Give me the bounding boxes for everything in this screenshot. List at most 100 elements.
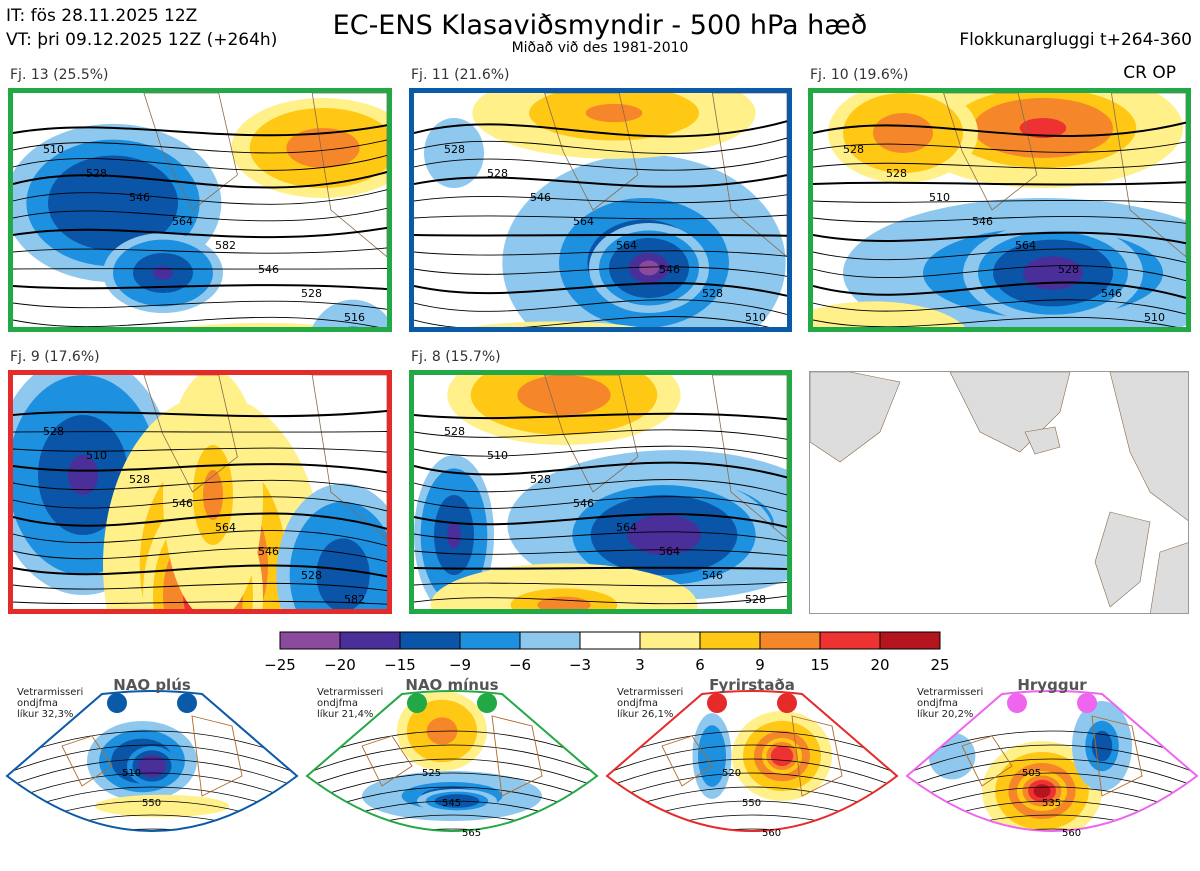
cluster-map: 528 510 528 546 564 546 528 582: [13, 375, 387, 609]
cluster-map: 528 528 546 564 564 546 528 510: [414, 93, 787, 327]
regime-anomaly: [1018, 851, 1041, 862]
classification-window: Flokkunargluggi t+264-360: [959, 30, 1192, 50]
regime-contour: [907, 744, 1197, 776]
height-contour: [414, 549, 787, 556]
contour-label: 510: [1144, 311, 1165, 324]
colorbar-bin: [699, 631, 761, 650]
regime-contour: [907, 814, 1197, 831]
height-contour: [414, 531, 787, 543]
regime-contour: [7, 744, 297, 776]
height-contour: [13, 316, 379, 327]
regime-description: Vetrarmisseri ondjfma líkur 20,2%: [917, 687, 984, 720]
colorbar-tick: 20: [870, 656, 889, 674]
colorbar-bin: [879, 631, 941, 650]
height-contour: [13, 582, 387, 592]
regime-contour: [607, 828, 897, 831]
valid-time: VT: þri 09.12.2025 12Z (+264h): [6, 30, 278, 50]
contour-label: 546: [258, 263, 279, 276]
contour-label: 510: [745, 311, 766, 324]
anomaly-shade: [326, 313, 380, 327]
regime-dot: [1077, 693, 1097, 713]
height-contour: [13, 479, 387, 493]
coastline: [143, 375, 238, 493]
anomaly-shade: [888, 123, 918, 143]
height-contour: [813, 299, 1186, 315]
regime-contour-label: 505: [1022, 768, 1041, 779]
regime-contour: [2, 843, 302, 871]
height-contour: [13, 139, 387, 154]
cluster-label: Fj. 9 (17.6%): [10, 349, 100, 365]
regime-contour: [307, 814, 597, 831]
height-contour: [414, 266, 787, 277]
height-contour: [13, 409, 387, 418]
anomaly-shade: [470, 321, 638, 327]
anomaly-shade: [1038, 264, 1068, 282]
colorbar-tick: 9: [755, 656, 765, 674]
regime-border: [905, 690, 1199, 832]
height-contour: [13, 207, 387, 222]
height-contour: [414, 214, 787, 220]
contour-label: 528: [43, 425, 64, 438]
colorbar-bin: [819, 631, 881, 650]
colorbar-tick: −20: [324, 656, 356, 674]
height-contour: [13, 300, 387, 310]
height-contour: [13, 431, 387, 433]
regime-contour: [7, 758, 297, 790]
colorbar-tick: −6: [509, 656, 531, 674]
regime-map: 510 550: [2, 690, 302, 871]
height-contour: [414, 137, 787, 154]
anomaly-shade: [639, 260, 659, 276]
regime-border: [605, 690, 899, 832]
regime-contour: [307, 758, 597, 790]
cluster-map-panel: 528 528 510 546 564 528 546 510: [808, 88, 1191, 332]
regime-anomaly: [941, 745, 963, 767]
regime-contour-label: 550: [142, 798, 161, 809]
coastline: [711, 93, 787, 258]
regime-anomaly: [1022, 852, 1039, 860]
contour-label: 516: [344, 311, 365, 324]
height-contour: [13, 447, 387, 453]
regime-contour: [907, 828, 1197, 831]
colorbar-bin: [639, 631, 701, 650]
contour-label: 546: [129, 191, 150, 204]
coastline: [143, 93, 238, 211]
height-contour: [13, 226, 387, 239]
height-contour: [13, 124, 387, 137]
contour-label: 528: [745, 593, 766, 606]
height-contour: [813, 181, 1186, 186]
cluster-label: Fj. 13 (25.5%): [10, 67, 109, 83]
anomaly-shade: [329, 556, 357, 594]
regime-map: 525 545 565: [305, 690, 599, 839]
contour-label: 510: [43, 143, 64, 156]
contour-label: 564: [573, 215, 594, 228]
contour-label: 546: [258, 545, 279, 558]
regime-coastline: [61, 715, 243, 797]
regime-anomaly: [1025, 854, 1035, 859]
height-contour: [414, 461, 787, 479]
regime-dot: [107, 693, 127, 713]
regime-description: Vetrarmisseri ondjfma líkur 32,3%: [17, 687, 84, 720]
regime-description: Vetrarmisseri ondjfma líkur 26,1%: [617, 687, 684, 720]
contour-label: 546: [659, 263, 680, 276]
colorbar-tick: −3: [569, 656, 591, 674]
regime-anomaly: [703, 737, 721, 775]
contour-label: 528: [530, 473, 551, 486]
height-contour: [813, 281, 1186, 299]
colorbar-tick: 3: [635, 656, 645, 674]
contour-label: 528: [301, 569, 322, 582]
contour-label: 564: [215, 521, 236, 534]
coastline: [311, 375, 387, 540]
height-contour: [813, 316, 1177, 327]
cluster-map-panel: 528 510 528 546 564 546 528 582: [8, 370, 392, 614]
contour-label: 510: [929, 191, 950, 204]
regime-contour-label: 525: [422, 768, 441, 779]
height-contour: [414, 282, 787, 297]
colorbar: −25 −20 −15 −9 −6 −3 3 6 9 15 20 25: [264, 631, 950, 674]
colorbar-bin: [579, 631, 641, 650]
regime-contour-label: 560: [1062, 828, 1081, 839]
contour-label: 582: [344, 593, 365, 606]
height-contour: [813, 141, 1186, 153]
height-contour: [414, 595, 787, 605]
regime-panel: 505 535 560 Hryggur Vetrarmisseri ondjfma lí…: [902, 676, 1200, 871]
colorbar-bin: [279, 631, 341, 650]
